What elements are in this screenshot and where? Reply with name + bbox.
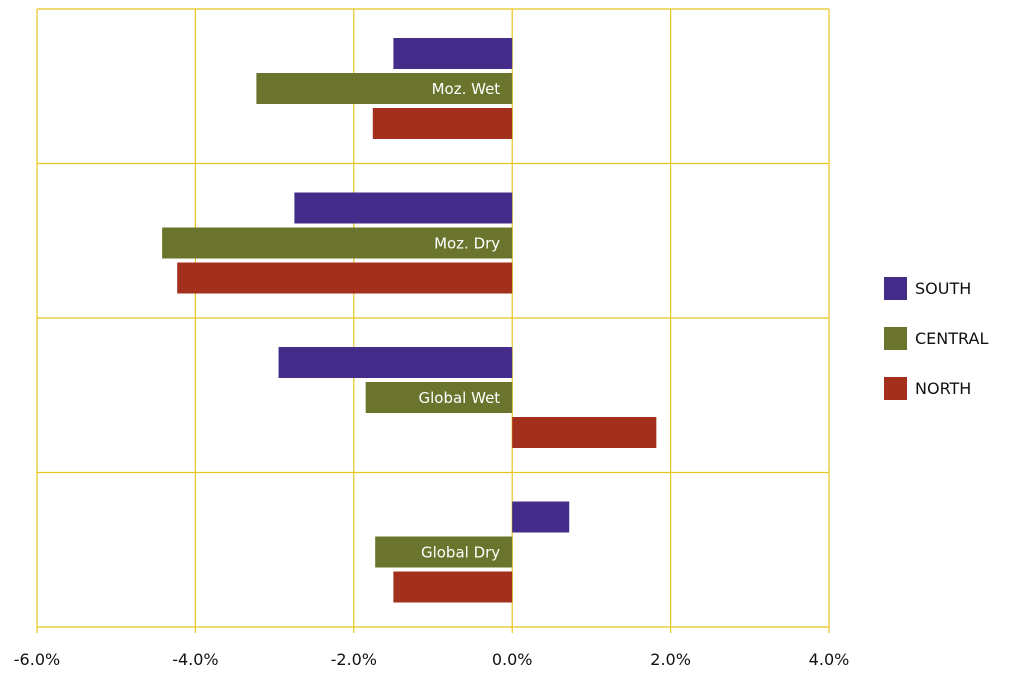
legend-swatch-north: [884, 376, 907, 400]
bar-central-2: [365, 382, 513, 413]
bar-central-0: [256, 73, 513, 104]
bar-south-2: [278, 347, 513, 378]
x-tick-label-4: 2.0%: [650, 650, 691, 669]
category-label-3: Global Dry: [421, 544, 500, 562]
legend: SOUTH CENTRAL NORTH: [884, 276, 1008, 426]
legend-swatch-central: [884, 326, 907, 350]
legend-item-central: CENTRAL: [884, 326, 1008, 350]
legend-swatch-south: [884, 276, 907, 300]
category-label-1: Moz. Dry: [434, 235, 500, 253]
legend-label-central: CENTRAL: [915, 328, 989, 348]
x-tick-label-3: 0.0%: [492, 650, 533, 669]
x-tick-label-5: 4.0%: [809, 650, 850, 669]
x-tick-label-2: -2.0%: [331, 650, 377, 669]
bar-north-2: [512, 417, 657, 448]
bar-south-0: [393, 38, 513, 69]
bar-central-3: [375, 536, 513, 568]
bar-north-0: [372, 108, 513, 139]
legend-item-north: NORTH: [884, 376, 1008, 400]
x-tick-label-0: -6.0%: [14, 650, 60, 669]
bar-south-3: [512, 501, 570, 533]
bar-north-1: [177, 262, 513, 294]
legend-label-south: SOUTH: [915, 278, 972, 298]
x-tick-label-1: -4.0%: [172, 650, 218, 669]
bar-central-1: [162, 227, 513, 259]
legend-label-north: NORTH: [915, 378, 972, 398]
category-label-0: Moz. Wet: [432, 80, 501, 98]
bar-south-1: [294, 192, 513, 224]
bar-north-3: [393, 571, 513, 603]
category-label-2: Global Wet: [419, 389, 501, 407]
legend-item-south: SOUTH: [884, 276, 1008, 300]
